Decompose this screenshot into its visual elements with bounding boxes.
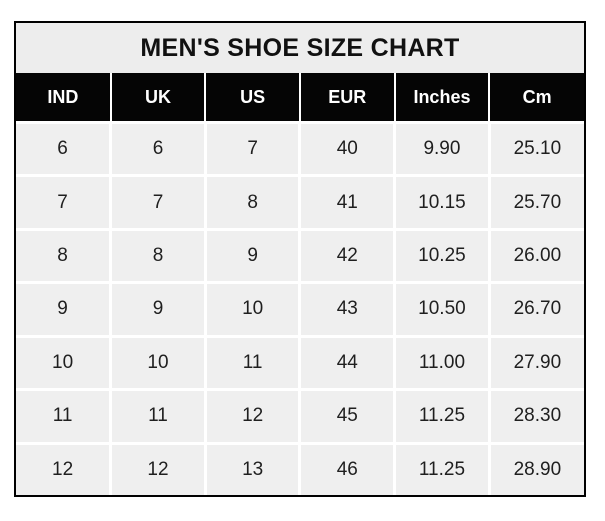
table-cell: 41 xyxy=(298,174,395,230)
table-cell: 11.00 xyxy=(393,334,490,390)
size-table: IND UK US EUR Inches Cm 6 6 7 40 9.90 25.10 7 7 8 41 10… xyxy=(16,73,584,495)
table-cell: 8 xyxy=(109,227,206,283)
table-row: 12 12 13 46 11.25 28.90 xyxy=(16,441,584,495)
table-cell: 40 xyxy=(298,120,395,176)
table-cell: 12 xyxy=(203,388,300,444)
table-cell: 25.10 xyxy=(487,120,584,176)
table-cell: 13 xyxy=(203,441,300,495)
table-cell: 6 xyxy=(109,120,206,176)
table-cell: 45 xyxy=(298,388,395,444)
table-cell: 11.25 xyxy=(393,441,490,495)
table-cell: 26.00 xyxy=(487,227,584,283)
table-cell: 25.70 xyxy=(487,174,584,230)
table-row: 9 9 10 43 10.50 26.70 xyxy=(16,281,584,337)
table-cell: 9 xyxy=(109,281,206,337)
table-cell: 27.90 xyxy=(487,334,584,390)
table-cell: 46 xyxy=(298,441,395,495)
table-cell: 11 xyxy=(109,388,206,444)
table-row: 6 6 7 40 9.90 25.10 xyxy=(16,120,584,176)
table-cell: 12 xyxy=(16,441,111,495)
table-cell: 28.90 xyxy=(487,441,584,495)
table-cell: 11.25 xyxy=(393,388,490,444)
table-cell: 28.30 xyxy=(487,388,584,444)
header-row: IND UK US EUR Inches Cm xyxy=(16,73,584,123)
table-cell: 11 xyxy=(203,334,300,390)
table-cell: 6 xyxy=(16,120,111,176)
table-cell: 10 xyxy=(16,334,111,390)
table-body: 6 6 7 40 9.90 25.10 7 7 8 41 10.15 25.70 8 8 9 42 10.25 2… xyxy=(16,120,584,495)
table-cell: 9 xyxy=(16,281,111,337)
column-header-inches: Inches xyxy=(393,73,490,123)
table-row: 10 10 11 44 11.00 27.90 xyxy=(16,334,584,390)
table-cell: 8 xyxy=(203,174,300,230)
column-header-ind: IND xyxy=(16,73,111,123)
column-header-uk: UK xyxy=(109,73,206,123)
table-cell: 44 xyxy=(298,334,395,390)
table-cell: 10.25 xyxy=(393,227,490,283)
table-cell: 10.15 xyxy=(393,174,490,230)
column-header-us: US xyxy=(204,73,300,123)
column-header-cm: Cm xyxy=(488,73,584,123)
table-cell: 12 xyxy=(109,441,206,495)
column-header-eur: EUR xyxy=(298,73,395,123)
table-header: IND UK US EUR Inches Cm xyxy=(16,73,584,123)
table-cell: 7 xyxy=(203,120,300,176)
table-cell: 43 xyxy=(298,281,395,337)
table-cell: 11 xyxy=(16,388,111,444)
table-cell: 7 xyxy=(16,174,111,230)
table-row: 7 7 8 41 10.15 25.70 xyxy=(16,174,584,230)
chart-frame: MEN'S SHOE SIZE CHART IND UK US EUR Inches Cm… xyxy=(14,21,586,497)
table-cell: 9.90 xyxy=(393,120,490,176)
table-cell: 10 xyxy=(109,334,206,390)
table-row: 11 11 12 45 11.25 28.30 xyxy=(16,388,584,444)
table-cell: 7 xyxy=(109,174,206,230)
table-cell: 26.70 xyxy=(487,281,584,337)
table-cell: 42 xyxy=(298,227,395,283)
table-row: 8 8 9 42 10.25 26.00 xyxy=(16,227,584,283)
table-cell: 8 xyxy=(16,227,111,283)
table-cell: 10.50 xyxy=(393,281,490,337)
chart-title: MEN'S SHOE SIZE CHART xyxy=(16,23,584,73)
table-cell: 10 xyxy=(203,281,300,337)
table-cell: 9 xyxy=(203,227,300,283)
